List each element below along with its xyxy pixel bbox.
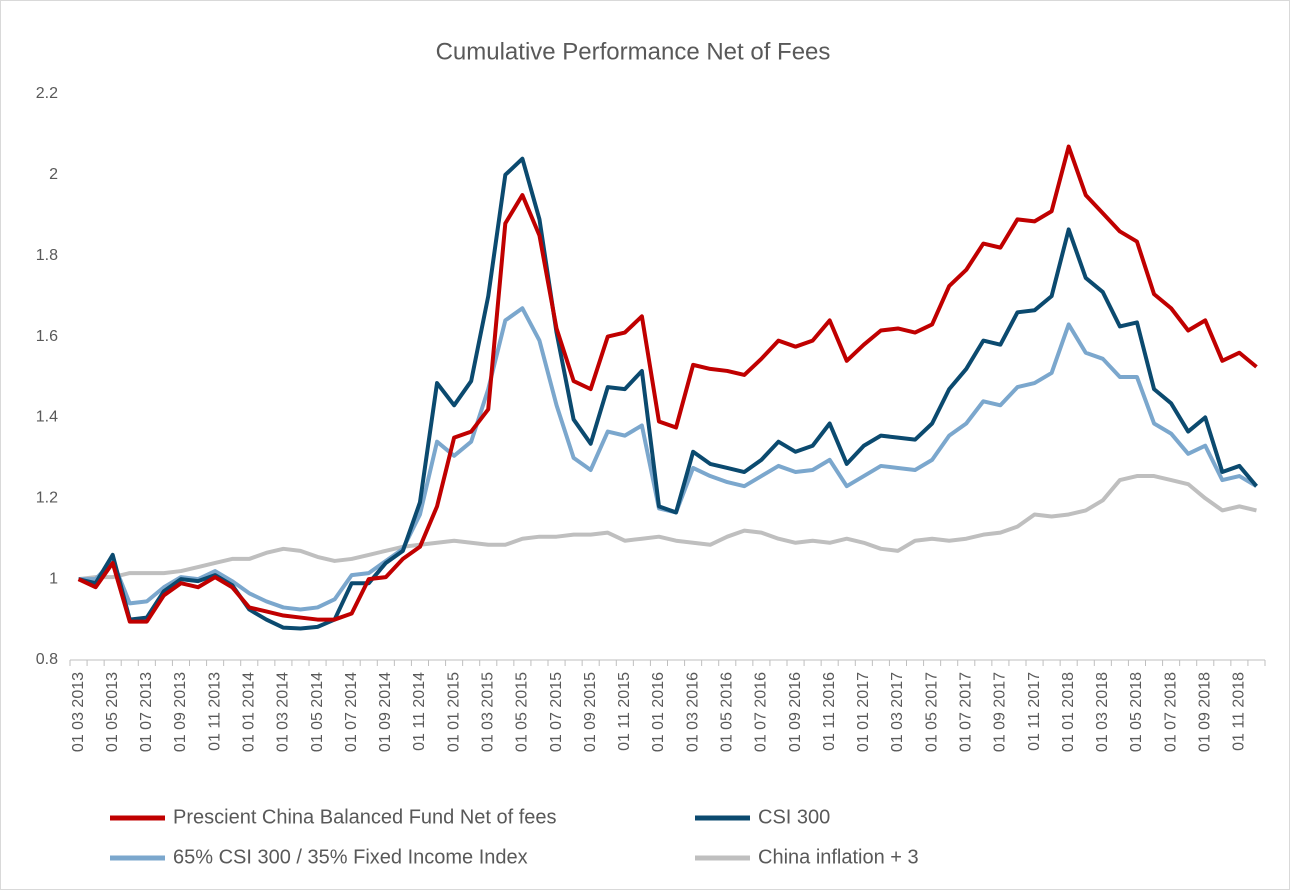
x-tick-label: 01 05 2016 [718, 672, 735, 752]
x-tick-label: 01 09 2017 [992, 672, 1009, 752]
series-line [78, 156, 1258, 631]
x-tick-label: 01 07 2016 [753, 672, 770, 752]
legend-label: CSI 300 [758, 806, 830, 828]
x-tick-label: 01 03 2013 [70, 672, 87, 752]
y-tick-label: 1 [49, 570, 58, 587]
x-tick-label: 01 01 2015 [445, 672, 462, 752]
x-tick-label: 01 07 2015 [548, 672, 565, 752]
x-tick-label: 01 07 2017 [957, 672, 974, 752]
x-tick-label: 01 09 2013 [172, 672, 189, 752]
x-tick-label: 01 11 2017 [1026, 672, 1043, 751]
y-tick-label: 1.2 [36, 490, 58, 507]
x-tick-label: 01 09 2016 [787, 672, 804, 752]
y-tick-label: 2 [49, 166, 58, 183]
y-tick-label: 2.2 [36, 85, 58, 102]
x-tick-label: 01 03 2018 [1094, 672, 1111, 752]
x-tick-label: 01 01 2018 [1060, 672, 1077, 752]
y-tick-label: 1.6 [36, 328, 58, 345]
x-tick-label: 01 11 2015 [616, 672, 633, 751]
legend-label: China inflation + 3 [758, 846, 919, 868]
x-tick-label: 01 05 2017 [923, 672, 940, 752]
x-tick-label: 01 11 2014 [411, 672, 428, 751]
x-tick-label: 01 03 2015 [479, 672, 496, 752]
x-tick-label: 01 05 2015 [514, 672, 531, 752]
legend-label: 65% CSI 300 / 35% Fixed Income Index [173, 846, 528, 868]
x-tick-label: 01 05 2013 [104, 672, 121, 752]
x-tick-label: 01 05 2018 [1128, 672, 1145, 752]
y-tick-label: 0.8 [36, 651, 58, 668]
series-line [77, 144, 1258, 624]
x-tick-label: 01 01 2016 [650, 672, 667, 752]
y-tick-label: 1.4 [36, 409, 58, 426]
x-tick-label: 01 09 2018 [1196, 672, 1213, 752]
x-tick-label: 01 01 2017 [855, 672, 872, 752]
x-tick-label: 01 09 2014 [377, 672, 394, 752]
x-tick-label: 01 07 2018 [1162, 672, 1179, 752]
series-line [78, 474, 1257, 582]
legend-label: Prescient China Balanced Fund Net of fee… [173, 806, 557, 828]
x-tick-label: 01 07 2014 [343, 672, 360, 752]
x-tick-label: 01 05 2014 [309, 672, 326, 752]
y-tick-label: 1.8 [36, 247, 58, 264]
x-tick-label: 01 11 2018 [1231, 672, 1248, 751]
x-tick-label: 01 03 2017 [889, 672, 906, 752]
x-tick-label: 01 09 2015 [582, 672, 599, 752]
x-tick-label: 01 03 2016 [684, 672, 701, 752]
x-tick-label: 01 11 2016 [821, 672, 838, 751]
chart-title: Cumulative Performance Net of Fees [436, 38, 831, 65]
x-tick-label: 01 07 2013 [138, 672, 155, 752]
x-tick-label: 01 11 2013 [206, 672, 223, 751]
x-tick-label: 01 03 2014 [275, 672, 292, 752]
x-tick-label: 01 01 2014 [240, 672, 257, 752]
